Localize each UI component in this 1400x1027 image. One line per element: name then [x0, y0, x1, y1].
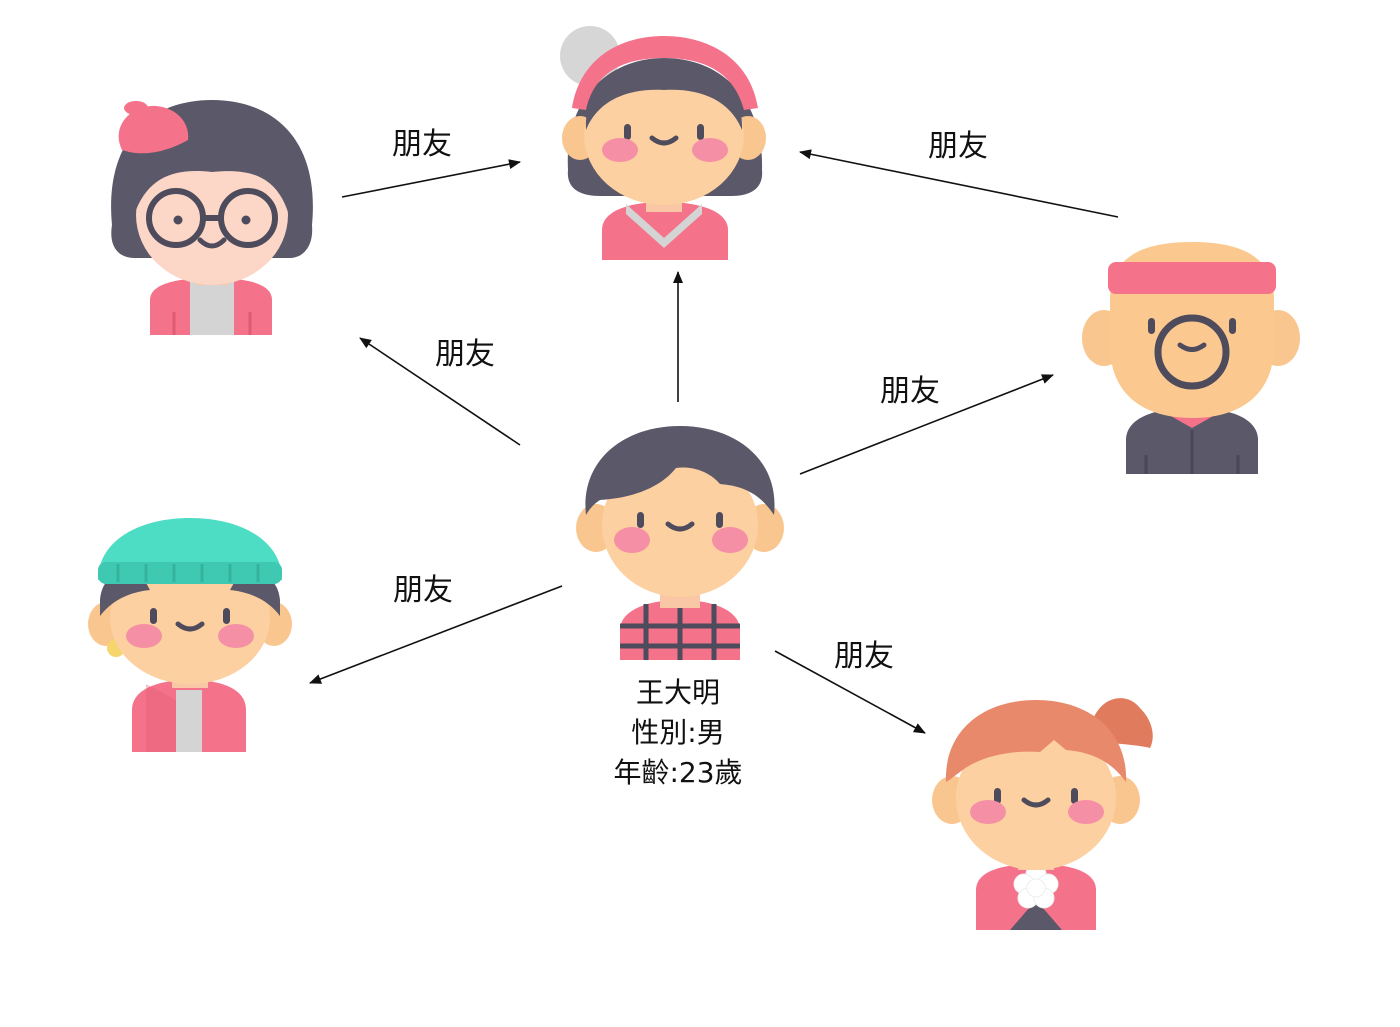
edge-label-center-to-glasses: 朋友 [435, 337, 495, 372]
edge-arrow-center-to-beanie [309, 585, 563, 684]
edge-label-bald-to-grandma: 朋友 [928, 129, 988, 164]
edge-arrow-bald-to-grandma [799, 149, 1119, 218]
avatar-bald-man [1082, 242, 1300, 474]
edge-label-center-to-ponytail: 朋友 [834, 639, 894, 674]
avatar-girl-ponytail [932, 698, 1153, 930]
avatar-grandma [560, 26, 766, 260]
avatar-girl-glasses [111, 100, 313, 335]
edge-arrow-center-to-bald [799, 374, 1054, 475]
center-person-gender: 性別:男 [631, 716, 724, 749]
avatar-center-boy [576, 426, 784, 660]
edge-arrow-center-to-glasses [359, 337, 521, 446]
edge-label-glasses-to-grandma: 朋友 [392, 127, 452, 162]
edge-label-center-to-bald: 朋友 [880, 374, 940, 409]
edge-arrow-glasses-to-grandma [341, 159, 521, 198]
edge-arrow-center-to-ponytail [774, 650, 926, 734]
center-person-name: 王大明 [636, 676, 720, 709]
avatar-boy-beanie [88, 518, 292, 752]
edge-label-center-to-beanie: 朋友 [393, 573, 453, 608]
center-person-age: 年齡:23歲 [613, 756, 742, 789]
